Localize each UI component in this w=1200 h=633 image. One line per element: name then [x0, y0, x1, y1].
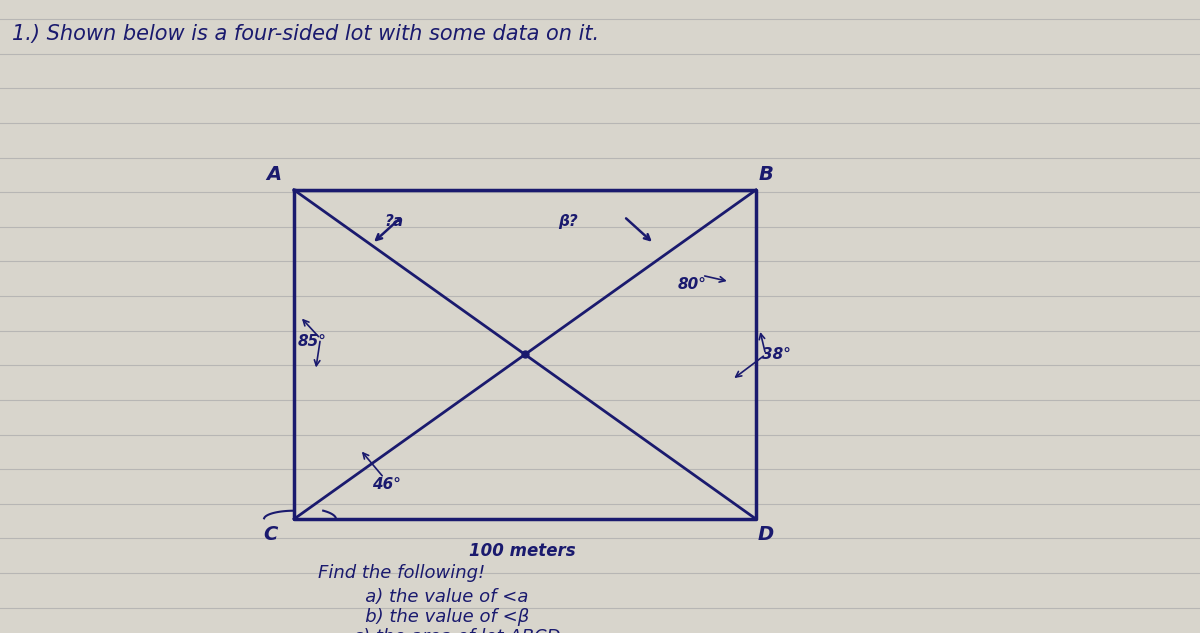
Text: 38°: 38°	[762, 347, 791, 362]
Text: 1.) Shown below is a four-sided lot with some data on it.: 1.) Shown below is a four-sided lot with…	[12, 24, 599, 44]
Text: C: C	[263, 525, 277, 544]
Text: D: D	[757, 525, 774, 544]
Text: ?a: ?a	[384, 214, 403, 229]
Text: 46°: 46°	[372, 477, 401, 492]
Text: A: A	[266, 165, 281, 184]
Text: B: B	[758, 165, 773, 184]
Text: a) the value of <a: a) the value of <a	[348, 588, 528, 606]
Text: b) the value of <β: b) the value of <β	[348, 608, 529, 626]
Text: 80°: 80°	[678, 277, 707, 292]
Text: 85°: 85°	[298, 334, 326, 349]
Text: Find the following!: Find the following!	[318, 564, 485, 582]
Text: 100 meters: 100 meters	[469, 542, 575, 560]
Text: c) the area of lot ABCD: c) the area of lot ABCD	[336, 629, 560, 633]
Text: β?: β?	[558, 214, 577, 229]
